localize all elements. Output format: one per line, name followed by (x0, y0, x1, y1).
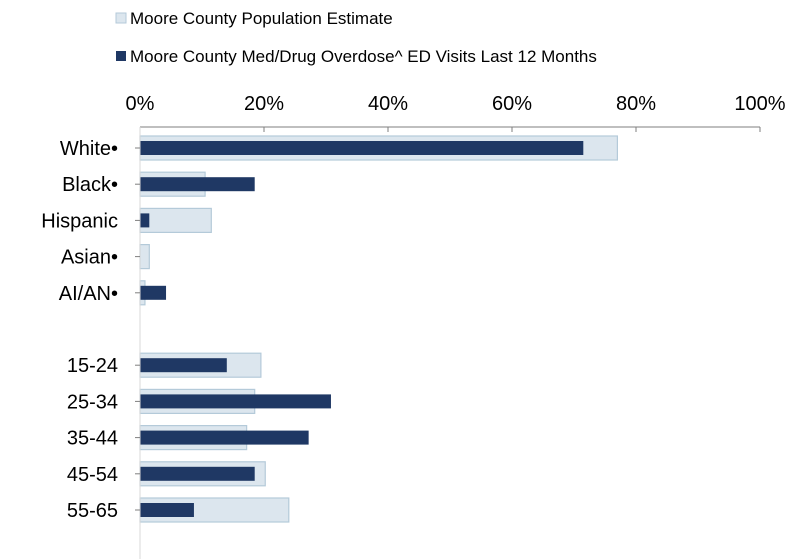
legend-item: Moore County Population Estimate (115, 9, 393, 28)
x-tick-label: 80% (616, 93, 656, 115)
bar-overdose (140, 177, 255, 192)
category-label: 45-54 (67, 464, 118, 486)
bar-overdose (140, 213, 150, 228)
category-label: 15-24 (67, 355, 118, 377)
category-label: Asian• (61, 247, 118, 269)
bar-overdose (140, 466, 255, 481)
bar-overdose (140, 141, 584, 155)
x-tick-label: 40% (368, 93, 408, 115)
category-label: 55-65 (67, 500, 118, 522)
x-axis: 0% 20% 40% 60% 80% 100% (126, 93, 786, 132)
category-label: Black• (62, 174, 118, 196)
category-label: Hispanic (41, 210, 118, 232)
bar-overdose (140, 430, 309, 445)
legend: Moore County Population Estimate Moore C… (115, 9, 597, 66)
x-tick-label: 20% (244, 93, 284, 115)
category-label: 25-34 (67, 391, 118, 413)
category-label: White• (60, 138, 118, 160)
legend-label-overdose: Moore County Med/Drug Overdose^ ED Visit… (130, 47, 597, 66)
bar-population (139, 244, 150, 270)
category-label: 35-44 (67, 428, 118, 450)
category-label: AI/AN• (59, 283, 118, 305)
x-tick-label: 100% (734, 93, 785, 115)
bar-overdose (140, 503, 194, 517)
legend-swatch-overdose (116, 51, 126, 61)
y-axis: White• Black• Hispanic Asian• AI/AN• 15-24 25-… (41, 127, 141, 559)
bar-population (139, 207, 212, 233)
bar-overdose (140, 358, 227, 373)
plot-area (139, 135, 618, 523)
legend-swatch-population (115, 12, 127, 24)
legend-label-population: Moore County Population Estimate (130, 9, 393, 28)
bar-overdose (140, 285, 167, 300)
bar-overdose (140, 394, 331, 409)
x-tick-label: 0% (126, 93, 155, 115)
x-tick-label: 60% (492, 93, 532, 115)
legend-item: Moore County Med/Drug Overdose^ ED Visit… (116, 47, 597, 66)
